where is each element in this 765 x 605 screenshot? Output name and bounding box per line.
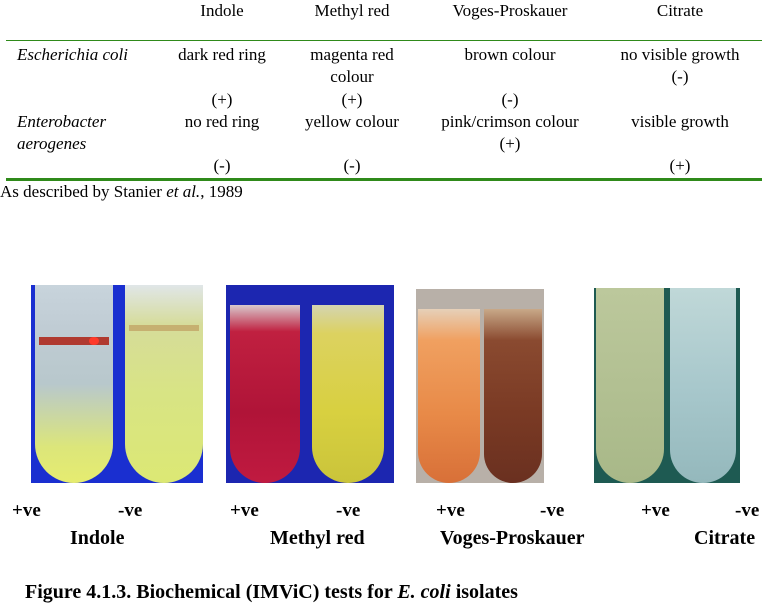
- entero-voges: pink/crimson colour: [441, 112, 579, 131]
- header-methyl-red: Methyl red: [314, 1, 390, 20]
- methyl-red-negative-label: -ve: [336, 500, 361, 521]
- test-name-methyl-red: Methyl red: [270, 527, 365, 549]
- ecoli-indole-result: (+): [211, 90, 233, 109]
- citrate-negative-label: -ve: [735, 500, 760, 521]
- voges-proskauer-photo: [416, 289, 544, 483]
- ecoli-voges: brown colour: [464, 45, 556, 64]
- table-source-note: As described by Stanier et al., 1989: [0, 181, 243, 203]
- entero-methyl-red: yellow colour: [305, 112, 399, 131]
- organism-enterobacter: Enterobacter aerogenes: [17, 112, 107, 153]
- figure-caption: Figure 4.1.3. Biochemical (IMViC) tests …: [25, 580, 518, 604]
- caption-text: Figure 4.1.3. Biochemical (IMViC) tests …: [25, 581, 398, 603]
- indole-positive-tube: [35, 285, 113, 483]
- citrate-photo: [594, 288, 740, 483]
- entero-methyl-red-result: (-): [343, 156, 361, 175]
- organism-e-coli: Escherichia coli: [17, 45, 128, 64]
- citrate-positive-label: +ve: [641, 500, 670, 521]
- table-top-rule: [6, 40, 762, 41]
- header-voges-proskauer: Voges-Proskauer: [452, 1, 568, 20]
- indole-positive-label: +ve: [12, 500, 41, 521]
- ecoli-voges-result: (-): [501, 90, 519, 109]
- methyl-red-positive-label: +ve: [230, 500, 259, 521]
- ecoli-citrate: no visible growth: [620, 45, 740, 64]
- voges-negative-label: -ve: [540, 500, 565, 521]
- test-name-citrate: Citrate: [694, 527, 756, 549]
- entero-citrate: visible growth: [631, 112, 729, 131]
- ecoli-methyl-red: magenta red colour: [310, 45, 394, 86]
- source-et-al: et al.: [166, 182, 201, 201]
- ecoli-citrate-result: (-): [671, 67, 689, 86]
- citrate-negative-tube: [670, 288, 736, 483]
- source-year: , 1989: [200, 182, 243, 201]
- methyl-red-photo: [226, 285, 394, 483]
- methyl-red-negative-tube: [312, 305, 384, 483]
- caption-suffix: isolates: [450, 581, 518, 603]
- test-name-indole: Indole: [70, 527, 125, 549]
- indole-neg-ring: [129, 325, 199, 331]
- citrate-positive-tube: [596, 288, 664, 483]
- entero-citrate-result: (+): [669, 156, 691, 175]
- ecoli-methyl-red-result: (+): [341, 90, 363, 109]
- voges-positive-label: +ve: [436, 500, 465, 521]
- entero-indole-result: (-): [213, 156, 231, 175]
- entero-voges-result: (+): [499, 134, 521, 153]
- table-bottom-rule: [6, 178, 762, 181]
- ecoli-indole: dark red ring: [178, 45, 266, 64]
- source-text: As described by Stanier: [0, 182, 167, 201]
- caption-species: E. coli: [397, 581, 451, 603]
- methyl-red-positive-tube: [230, 305, 300, 483]
- voges-negative-tube: [484, 309, 542, 483]
- indole-negative-label: -ve: [118, 500, 143, 521]
- entero-indole: no red ring: [184, 112, 260, 131]
- indole-negative-tube: [125, 285, 203, 483]
- indole-red-spot: [89, 337, 99, 345]
- voges-positive-tube: [418, 309, 480, 483]
- header-indole: Indole: [200, 1, 244, 20]
- indole-photo: [31, 285, 203, 483]
- test-name-voges-proskauer: Voges-Proskauer: [440, 527, 585, 549]
- indole-red-ring: [39, 337, 109, 345]
- header-citrate: Citrate: [656, 1, 704, 20]
